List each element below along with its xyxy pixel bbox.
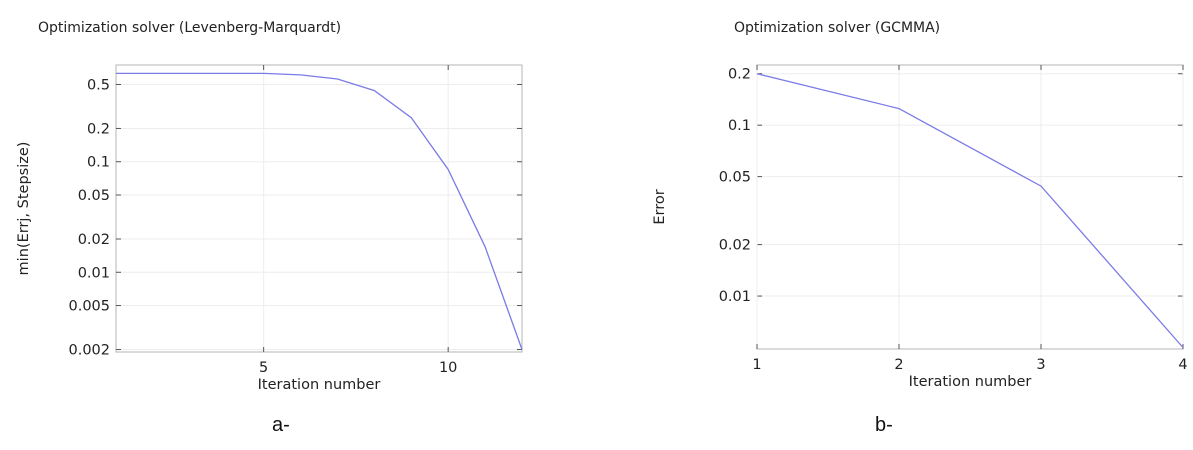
chart-b-plot: 0.2 0.1 0.05 0.02 0.01 1 2 3 4 Iteration number Er… — [652, 64, 1188, 390]
y-tick-label: 0.01 — [719, 289, 751, 305]
chart-title: Optimization solver (Levenberg-Marquardt… — [38, 20, 342, 36]
y-tick-label: 0.5 — [87, 77, 110, 93]
y-tick-label: 0.1 — [728, 118, 751, 134]
x-axis-label: Iteration number — [909, 374, 1032, 390]
chart-panel-b: Optimization solver (GCMMA) 0.2 0.1 0.05 0.… — [600, 0, 1193, 390]
figure-caption-a: a- — [272, 414, 290, 436]
y-tick-label: 0.01 — [78, 265, 110, 281]
y-tick-label: 0.02 — [78, 232, 110, 248]
y-axis-label: Error — [652, 189, 668, 224]
x-tick-label: 3 — [1036, 357, 1045, 373]
y-tick-label: 0.2 — [728, 67, 751, 83]
plot-frame — [756, 64, 1184, 350]
x-axis-label: Iteration number — [258, 377, 381, 393]
x-tick-label: 10 — [439, 360, 457, 376]
chart-title: Optimization solver (GCMMA) — [734, 20, 941, 36]
x-tick-label: 1 — [752, 357, 761, 373]
y-tick-label: 0.05 — [719, 170, 751, 186]
y-tick-label: 0.002 — [68, 343, 110, 359]
x-tick-label: 5 — [259, 360, 268, 376]
y-tick-label: 0.2 — [87, 121, 110, 137]
y-tick-label: 0.1 — [87, 155, 110, 171]
series-line — [116, 72, 523, 350]
chart-a-plot: 0.5 0.2 0.1 0.05 0.02 0.01 0.005 0.002 5 10 Iterat… — [16, 64, 523, 393]
x-tick-label: 2 — [894, 357, 903, 373]
chart-panel-a: Optimization solver (Levenberg-Marquardt… — [0, 0, 600, 393]
figure-caption-b: b- — [875, 414, 893, 436]
plot-frame — [115, 64, 523, 353]
y-tick-label: 0.05 — [78, 188, 110, 204]
x-tick-label: 4 — [1178, 357, 1187, 373]
y-axis-label: min(Errj, Stepsize) — [16, 142, 32, 276]
series-line — [756, 73, 1184, 348]
y-tick-label: 0.005 — [68, 299, 110, 315]
y-tick-label: 0.02 — [719, 238, 751, 254]
